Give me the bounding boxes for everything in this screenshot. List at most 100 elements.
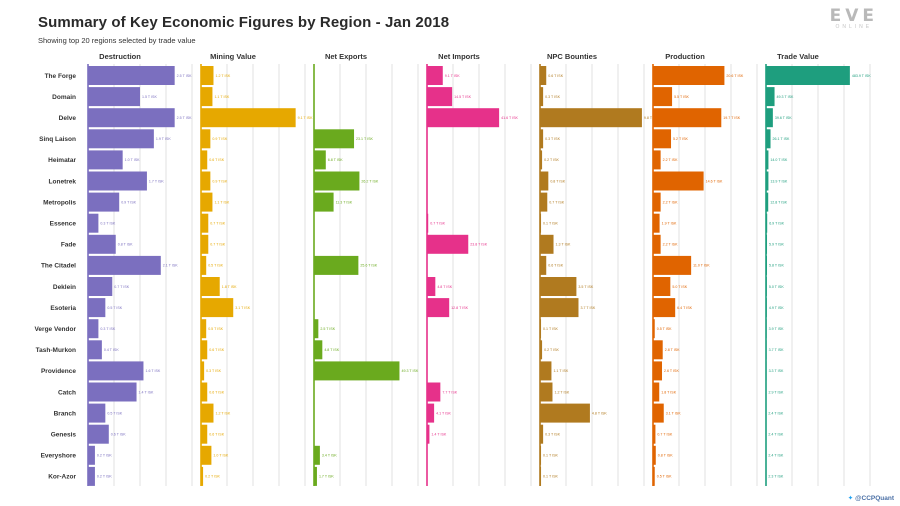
bar-trade-value-lonetrek [766,171,769,191]
bar-net-imports-catch [427,382,441,402]
column-title-npc-bounties: NPC Bounties [547,52,597,61]
data-label-mining-value-domain: 1.1 T ISK [214,95,229,99]
data-label-mining-value-esoteria: 3.1 T ISK [235,306,250,310]
data-label-npc-bounties-essence: 0.1 T ISK [543,222,558,226]
data-label-net-exports-the-citadel: 25.6 T ISK [360,264,377,268]
bar-destruction-genesis [88,424,109,444]
bar-trade-value-metropolis [766,192,769,212]
bar-production-branch [653,403,664,423]
data-label-net-exports-sinq-laison: 23.1 T ISK [356,137,373,141]
region-label-the-forge: The Forge [45,73,77,80]
bar-mining-value-branch [201,403,214,423]
logo-main-text: EVE [829,6,878,26]
bar-trade-value-the-citadel [766,255,768,275]
column-title-destruction: Destruction [99,52,141,61]
bar-net-imports-essence [427,213,429,233]
data-label-production-catch: 1.8 T ISK [661,390,676,394]
data-label-npc-bounties-tash-murkon: 0.2 T ISK [544,348,559,352]
data-label-production-sinq-laison: 5.2 T ISK [673,137,688,141]
data-label-trade-value-verge-vendor: 3.9 T ISK [769,327,784,331]
data-label-mining-value-verge-vendor: 0.5 T ISK [208,327,223,331]
bar-npc-bounties-kor-azor [540,466,542,486]
bar-npc-bounties-genesis [540,424,544,444]
data-label-production-esoteria: 6.4 T ISK [677,306,692,310]
data-label-destruction-the-citadel: 2.1 T ISK [163,264,178,268]
data-label-production-delve: 19.7 T ISK [723,116,740,120]
bar-net-exports-kor-azor [314,466,317,486]
data-label-production-domain: 5.5 T ISK [674,95,689,99]
bar-net-exports-lonetrek [314,171,360,191]
data-label-net-imports-delve: 41.6 T ISK [501,116,518,120]
data-label-mining-value-lonetrek: 0.9 T ISK [212,179,227,183]
bar-npc-bounties-the-forge [540,66,547,85]
data-label-production-branch: 3.1 T ISK [666,411,681,415]
bar-mining-value-deklein [201,277,220,296]
data-label-npc-bounties-providence: 1.1 T ISK [553,369,568,373]
bar-destruction-deklein [88,277,113,296]
region-label-kor-azor: Kor-Azor [48,474,76,481]
region-label-metropolis: Metropolis [43,199,76,206]
bar-trade-value-esoteria [766,298,767,318]
data-label-trade-value-domain: 49.3 T ISK [777,95,794,99]
bar-trade-value-providence [766,361,767,381]
bar-npc-bounties-verge-vendor [540,319,542,339]
region-label-heimatar: Heimatar [48,157,76,164]
data-label-mining-value-metropolis: 1.1 T ISK [214,200,229,204]
data-label-npc-bounties-the-citadel: 0.6 T ISK [548,264,563,268]
chart-subtitle: Showing top 20 regions selected by trade… [38,36,196,45]
column-title-production: Production [665,52,705,61]
bar-trade-value-tash-murkon [766,340,767,360]
bar-production-domain [653,87,673,107]
logo-sub-text: ONLINE [835,24,873,30]
bar-trade-value-essence [766,213,768,233]
data-label-trade-value-sinq-laison: 26.1 T ISK [773,137,790,141]
data-label-production-essence: 1.9 T ISK [662,222,677,226]
data-label-destruction-heimatar: 1.0 T ISK [125,158,140,162]
data-label-npc-bounties-lonetrek: 0.8 T ISK [550,179,565,183]
bar-npc-bounties-tash-murkon [540,340,543,360]
bar-net-exports-providence [314,361,400,381]
eve-online-logo: EVE ONLINE [830,6,878,30]
data-label-destruction-tash-murkon: 0.4 T ISK [104,348,119,352]
bar-production-providence [653,361,663,381]
data-label-production-metropolis: 2.2 T ISK [663,200,678,204]
data-label-production-genesis: 0.7 T ISK [657,433,672,437]
data-label-npc-bounties-heimatar: 0.2 T ISK [544,158,559,162]
bar-destruction-providence [88,361,144,381]
data-label-net-imports-deklein: 4.8 T ISK [437,285,452,289]
data-label-npc-bounties-catch: 1.2 T ISK [554,390,569,394]
data-label-trade-value-everyshore: 2.4 T ISK [768,454,783,458]
region-label-catch: Catch [58,389,76,396]
data-label-trade-value-the-citadel: 5.8 T ISK [769,264,784,268]
region-label-domain: Domain [52,94,76,101]
data-label-production-fade: 2.2 T ISK [663,243,678,247]
data-label-destruction-providence: 1.6 T ISK [145,369,160,373]
bar-production-lonetrek [653,171,704,191]
bar-destruction-verge-vendor [88,319,99,339]
data-label-net-exports-metropolis: 11.3 T ISK [336,200,353,204]
column-title-net-imports: Net Imports [438,52,480,61]
bar-destruction-branch [88,403,106,423]
data-label-npc-bounties-verge-vendor: 0.1 T ISK [543,327,558,331]
region-label-verge-vendor: Verge Vendor [34,326,76,333]
column-title-mining-value: Mining Value [210,52,256,61]
data-label-net-imports-esoteria: 12.8 T ISK [451,306,468,310]
bar-mining-value-everyshore [201,445,212,465]
data-label-destruction-delve: 2.5 T ISK [177,116,192,120]
twitter-credit[interactable]: ✦ @CCPQuant [848,494,894,502]
bar-net-exports-sinq-laison [314,129,355,149]
region-label-branch: Branch [54,410,76,417]
bar-production-the-citadel [653,255,692,275]
bar-production-catch [653,382,660,402]
bar-mining-value-catch [201,382,208,402]
bar-mining-value-metropolis [201,192,213,212]
bar-production-delve [653,108,722,128]
bar-production-metropolis [653,192,661,212]
bar-destruction-domain [88,87,140,107]
data-label-mining-value-deklein: 1.8 T ISK [222,285,237,289]
data-label-destruction-sinq-laison: 1.9 T ISK [156,137,171,141]
bar-trade-value-fade [766,234,768,254]
data-label-destruction-verge-vendor: 0.3 T ISK [100,327,115,331]
bar-mining-value-lonetrek [201,171,211,191]
bar-production-esoteria [653,298,676,318]
